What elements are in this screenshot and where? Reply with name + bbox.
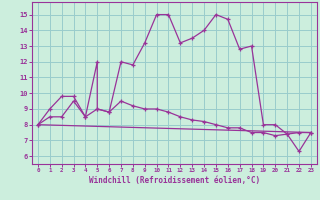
X-axis label: Windchill (Refroidissement éolien,°C): Windchill (Refroidissement éolien,°C)	[89, 176, 260, 185]
